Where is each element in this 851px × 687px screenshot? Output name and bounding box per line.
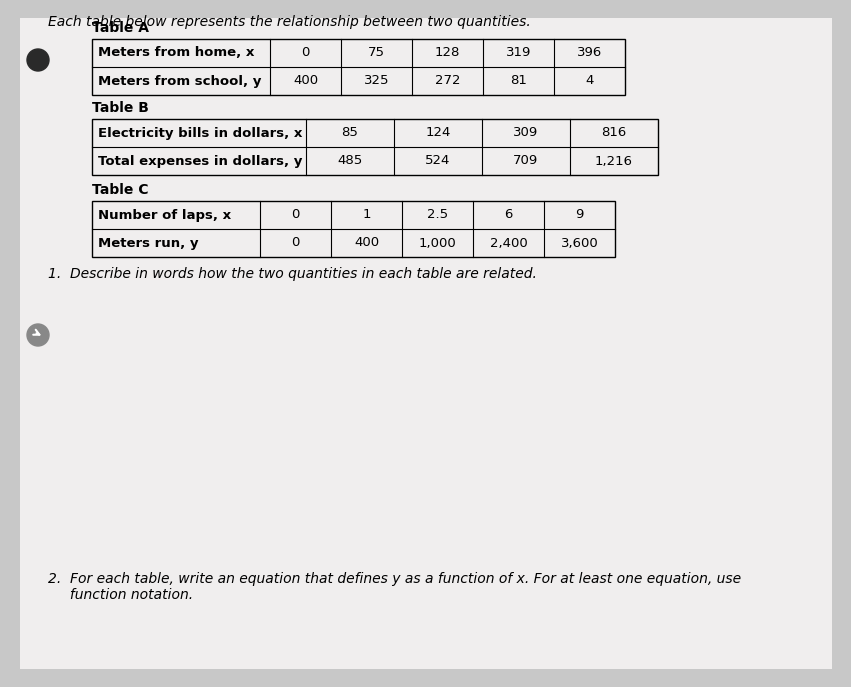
Text: 524: 524 [426,155,451,168]
Text: 309: 309 [513,126,539,139]
Bar [92,119,658,175]
Text: 400: 400 [293,74,318,87]
Bar [92,201,615,257]
Text: 2.5: 2.5 [427,208,448,221]
Text: 0: 0 [301,47,310,60]
Text: 0: 0 [291,236,300,249]
Text: 9: 9 [575,208,584,221]
Circle shape [27,324,49,346]
Text: 0: 0 [291,208,300,221]
FancyBboxPatch shape [20,18,832,669]
Text: 319: 319 [505,47,531,60]
Circle shape [27,49,49,71]
Text: 128: 128 [435,47,460,60]
Text: 485: 485 [337,155,363,168]
Text: Table A: Table A [92,21,149,35]
Text: 816: 816 [602,126,626,139]
Bar [92,39,625,95]
Text: 1,000: 1,000 [419,236,456,249]
Text: function notation.: function notation. [48,588,193,602]
Text: 272: 272 [435,74,460,87]
Text: 124: 124 [426,126,451,139]
Text: 709: 709 [513,155,539,168]
Text: Meters from home, x: Meters from home, x [98,47,254,60]
Text: Number of laps, x: Number of laps, x [98,208,231,221]
Text: 1.  Describe in words how the two quantities in each table are related.: 1. Describe in words how the two quantit… [48,267,537,281]
Text: 75: 75 [368,47,385,60]
Text: Meters run, y: Meters run, y [98,236,198,249]
Text: Table B: Table B [92,101,149,115]
Text: 2.  For each table, write an equation that defines y as a function of x. For at : 2. For each table, write an equation tha… [48,572,741,586]
Text: Meters from school, y: Meters from school, y [98,74,261,87]
Text: 1,216: 1,216 [595,155,633,168]
Text: 1: 1 [363,208,371,221]
Text: 6: 6 [505,208,512,221]
Text: Electricity bills in dollars, x: Electricity bills in dollars, x [98,126,302,139]
Text: 3,600: 3,600 [561,236,598,249]
Text: Table C: Table C [92,183,149,197]
Text: 396: 396 [577,47,603,60]
Text: Each table below represents the relationship between two quantities.: Each table below represents the relation… [48,15,531,29]
Text: 2,400: 2,400 [489,236,528,249]
Text: 325: 325 [363,74,389,87]
Text: 400: 400 [354,236,379,249]
Text: 85: 85 [341,126,358,139]
Text: 4: 4 [585,74,594,87]
Text: Total expenses in dollars, y: Total expenses in dollars, y [98,155,302,168]
Text: 81: 81 [510,74,527,87]
